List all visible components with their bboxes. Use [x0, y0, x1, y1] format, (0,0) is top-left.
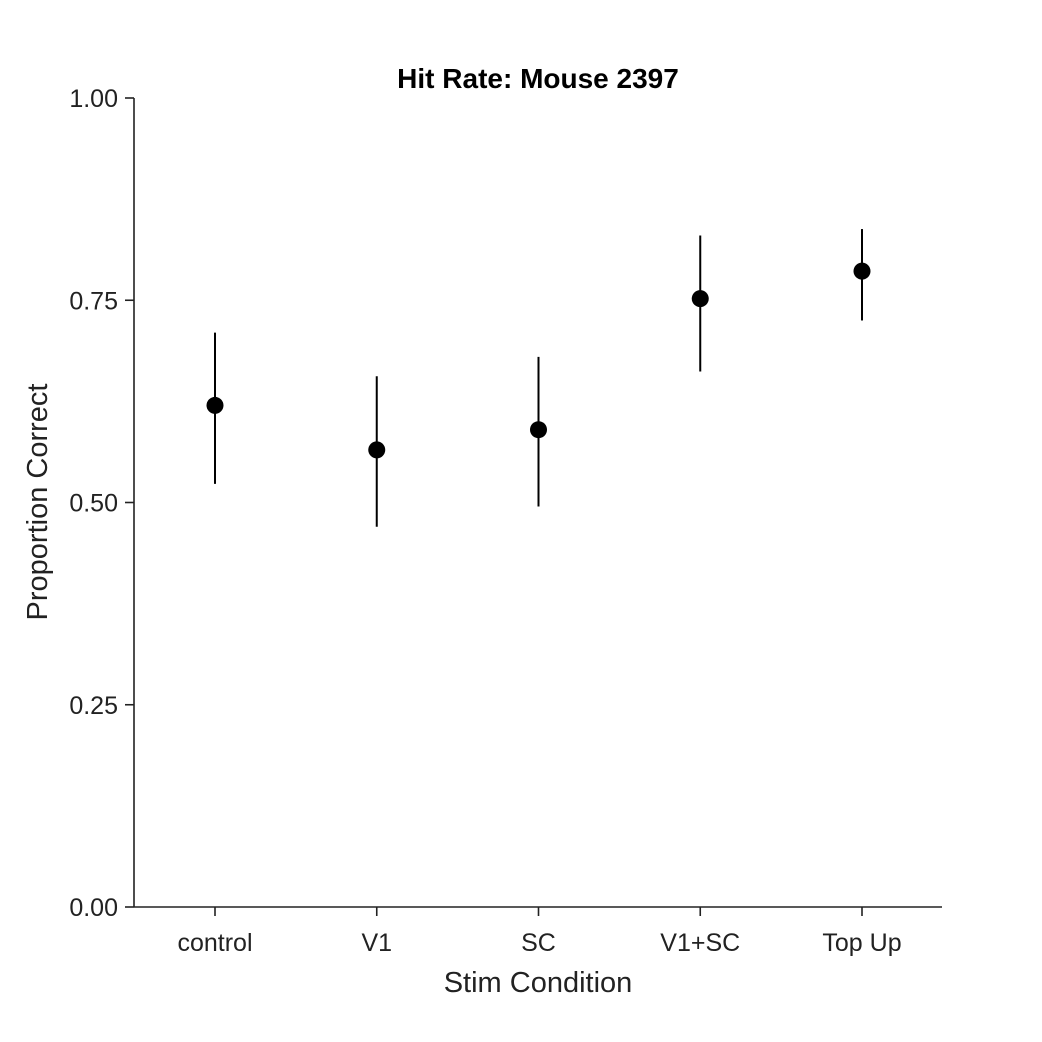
y-tick-label: 0.75	[69, 287, 118, 315]
x-tick-label: control	[177, 929, 252, 957]
x-tick-label: V1+SC	[660, 929, 740, 957]
data-points	[206, 229, 871, 527]
data-point	[368, 441, 386, 459]
x-tick-label: V1	[361, 929, 392, 957]
x-ticks: control V1 SC V1+SC Top Up	[177, 907, 902, 957]
data-point	[530, 421, 547, 439]
chart-title: Hit Rate: Mouse 2397	[397, 63, 679, 94]
y-axis-label: Proportion Correct	[22, 384, 54, 621]
x-axis-label: Stim Condition	[444, 967, 633, 999]
x-tick-label: Top Up	[822, 929, 901, 957]
data-point	[853, 262, 871, 280]
y-tick-label: 1.00	[69, 85, 118, 113]
y-ticks: 0.00 0.25 0.50 0.75 1.00	[69, 85, 134, 922]
y-tick-label: 0.50	[69, 490, 118, 518]
y-tick-label: 0.25	[69, 692, 118, 720]
x-tick-label: SC	[521, 929, 556, 957]
data-point	[206, 396, 224, 414]
data-point	[691, 290, 709, 308]
y-tick-label: 0.00	[69, 894, 118, 922]
